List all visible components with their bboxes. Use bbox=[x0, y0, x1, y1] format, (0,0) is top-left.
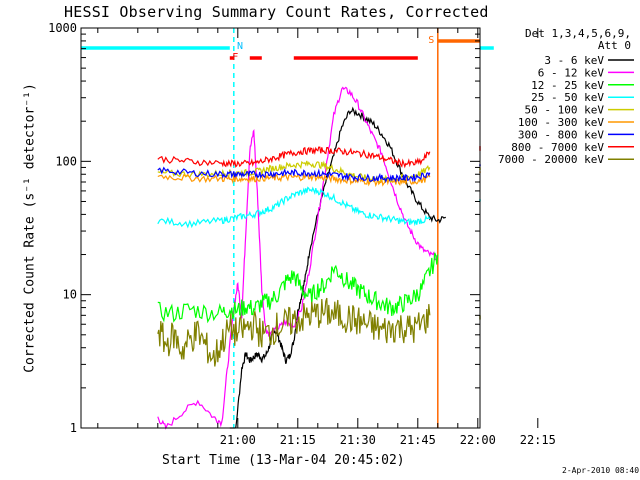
x-tick-label: 22:00 bbox=[460, 433, 496, 447]
series-line bbox=[229, 106, 446, 429]
y-tick-label: 100 bbox=[55, 154, 77, 168]
x-tick-label: 21:45 bbox=[400, 433, 436, 447]
chart-title: HESSI Observing Summary Count Rates, Cor… bbox=[64, 3, 489, 21]
x-tick-label: 21:30 bbox=[340, 433, 376, 447]
annotation-layer: NF S bbox=[81, 28, 494, 428]
legend-label: 6 - 12 keV bbox=[538, 66, 605, 79]
x-tick-label: 21:00 bbox=[220, 433, 256, 447]
legend-label: 300 - 800 keV bbox=[518, 128, 604, 141]
legend-label: 7000 - 20000 keV bbox=[498, 153, 604, 166]
legend-header-line: Att 0 bbox=[598, 39, 631, 52]
legend-label: 25 - 50 keV bbox=[531, 91, 604, 104]
series-line bbox=[157, 186, 431, 229]
x-axis-label: Start Time (13-Mar-04 20:45:02) bbox=[162, 453, 405, 468]
legend-label: 3 - 6 keV bbox=[544, 54, 604, 67]
series-line bbox=[157, 297, 431, 367]
legend-label: 50 - 100 keV bbox=[525, 104, 605, 117]
series-line bbox=[157, 146, 431, 169]
legend-label: 800 - 7000 keV bbox=[511, 141, 604, 154]
series-line bbox=[157, 86, 439, 430]
flag-letter-s: S bbox=[428, 35, 434, 46]
axes-layer: 1 10 100 1000 21:00 21:15 21:30 21:45 22:00 22:15… bbox=[48, 21, 634, 447]
x-tick-label: 21:15 bbox=[280, 433, 316, 447]
flag-letter-n: N bbox=[237, 41, 243, 52]
y-axis-label: Corrected Count Rate (s⁻¹ detector⁻¹) bbox=[22, 83, 38, 373]
flag-letter-f: F bbox=[232, 52, 238, 63]
series-line bbox=[157, 166, 431, 184]
series-line bbox=[157, 252, 439, 324]
legend-label: 100 - 300 keV bbox=[518, 116, 604, 129]
footer-timestamp: 2-Apr-2010 08:40 bbox=[562, 466, 640, 475]
legend-header-line: Det 1,3,4,5,6,9, bbox=[525, 27, 631, 40]
y-tick-label: 1 bbox=[70, 421, 77, 435]
x-tick-label: 22:15 bbox=[520, 433, 556, 447]
plot-frame bbox=[80, 27, 481, 429]
y-tick-label: 1000 bbox=[48, 21, 77, 35]
y-tick-label: 10 bbox=[63, 288, 77, 302]
legend-label: 12 - 25 keV bbox=[531, 79, 604, 92]
